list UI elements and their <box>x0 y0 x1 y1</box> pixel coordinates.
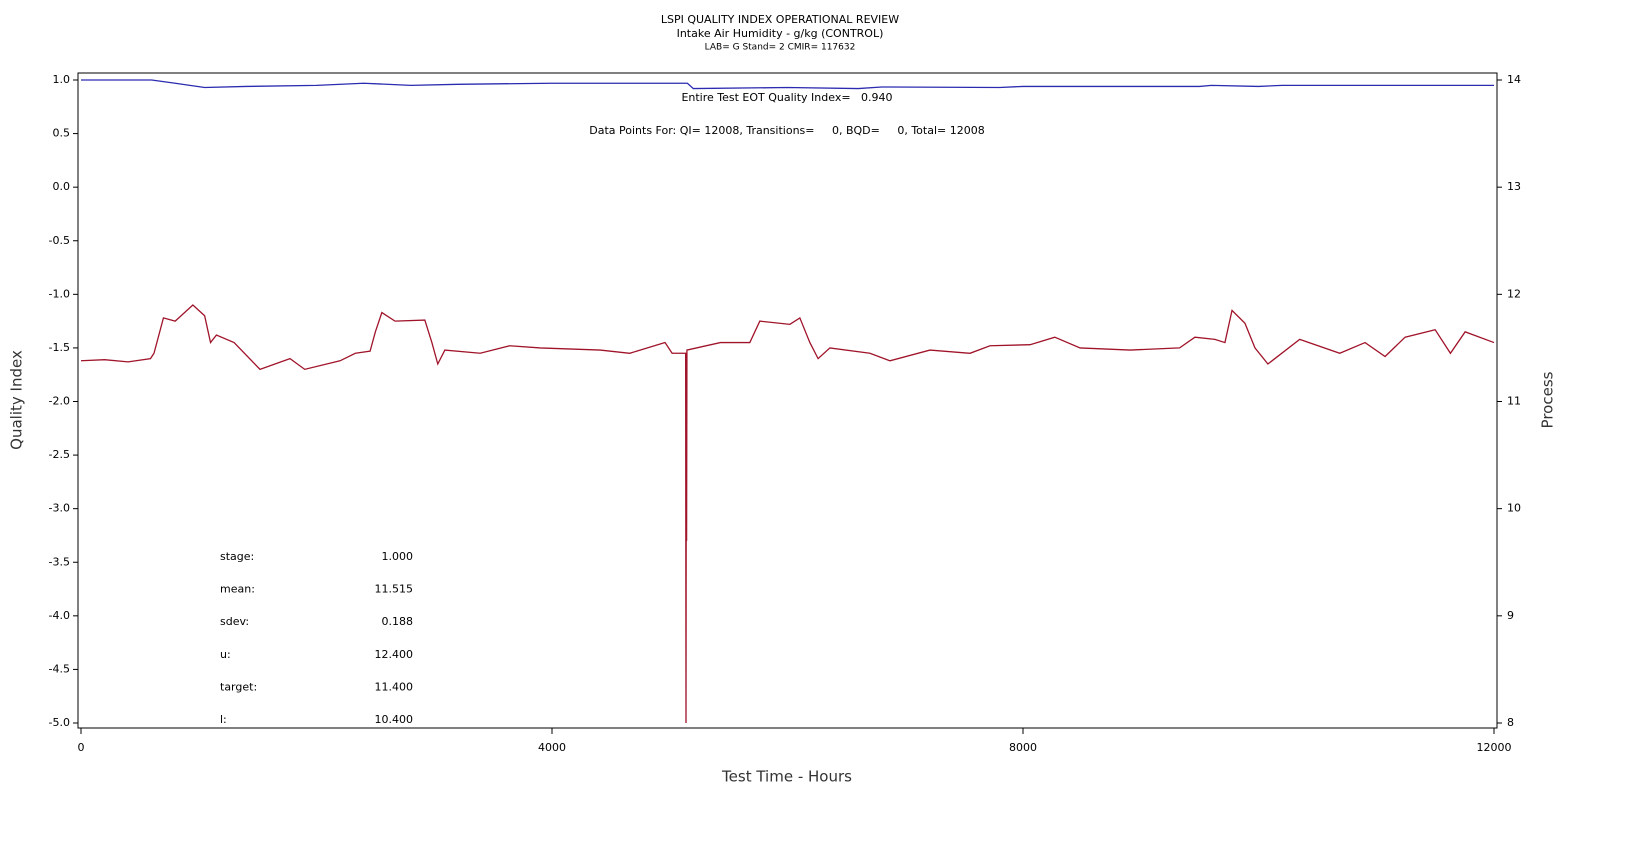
x-tick-label: 0 <box>78 741 85 754</box>
y-tick-label: -0.5 <box>49 234 70 247</box>
y-tick-label: -2.0 <box>49 395 70 408</box>
stat-label: l: <box>220 713 227 726</box>
y-tick-label: 1.0 <box>53 73 71 86</box>
stat-value: 11.400 <box>375 680 414 693</box>
y2-axis-label: Process <box>1539 371 1557 428</box>
y-tick-label: -4.0 <box>49 609 70 622</box>
x-tick-label: 4000 <box>538 741 566 754</box>
y-tick-label: 0.0 <box>53 180 71 193</box>
data-line <box>81 79 1494 90</box>
y-tick-label: -3.5 <box>49 555 70 568</box>
y2-tick-label: 10 <box>1507 502 1521 515</box>
y2-tick-label: 8 <box>1507 716 1514 729</box>
y-tick-label: -4.5 <box>49 662 70 675</box>
x-tick-label: 12000 <box>1477 741 1512 754</box>
stat-label: stage: <box>220 550 254 563</box>
stat-value: 10.400 <box>375 713 414 726</box>
y-tick-label: 0.5 <box>53 127 71 140</box>
chart-subtitle: LAB= G Stand= 2 CMIR= 117632 <box>705 43 856 53</box>
annotation: Data Points For: QI= 12008, Transitions=… <box>589 124 984 137</box>
stat-value: 12.400 <box>375 648 414 661</box>
stat-value: 1.000 <box>382 550 414 563</box>
annotation: Entire Test EOT Quality Index= 0.940 <box>681 91 892 104</box>
stat-value: 11.515 <box>375 583 414 596</box>
y-tick-label: -1.5 <box>49 341 70 354</box>
x-axis-label: Test Time - Hours <box>721 768 852 786</box>
plot-frame <box>77 72 1498 729</box>
y2-tick-label: 14 <box>1507 73 1521 86</box>
y-tick-label: -1.0 <box>49 287 70 300</box>
y-axis-label: Quality Index <box>8 350 26 450</box>
x-tick-label: 8000 <box>1009 741 1037 754</box>
y2-tick-label: 13 <box>1507 180 1521 193</box>
y-tick-label: -3.0 <box>49 502 70 515</box>
chart-title: LSPI QUALITY INDEX OPERATIONAL REVIEW <box>661 13 899 26</box>
stat-label: mean: <box>220 583 255 596</box>
stat-label: u: <box>220 648 231 661</box>
y2-tick-label: 11 <box>1507 395 1521 408</box>
chart-subtitle: Intake Air Humidity - g/kg (CONTROL) <box>677 27 884 40</box>
y-tick-label: -5.0 <box>49 716 70 729</box>
stat-value: 0.188 <box>382 615 414 628</box>
stat-label: sdev: <box>220 615 249 628</box>
y-tick-label: -2.5 <box>49 448 70 461</box>
data-line <box>80 304 1495 724</box>
stat-label: target: <box>220 680 257 693</box>
y2-tick-label: 12 <box>1507 287 1521 300</box>
y2-tick-label: 9 <box>1507 609 1514 622</box>
